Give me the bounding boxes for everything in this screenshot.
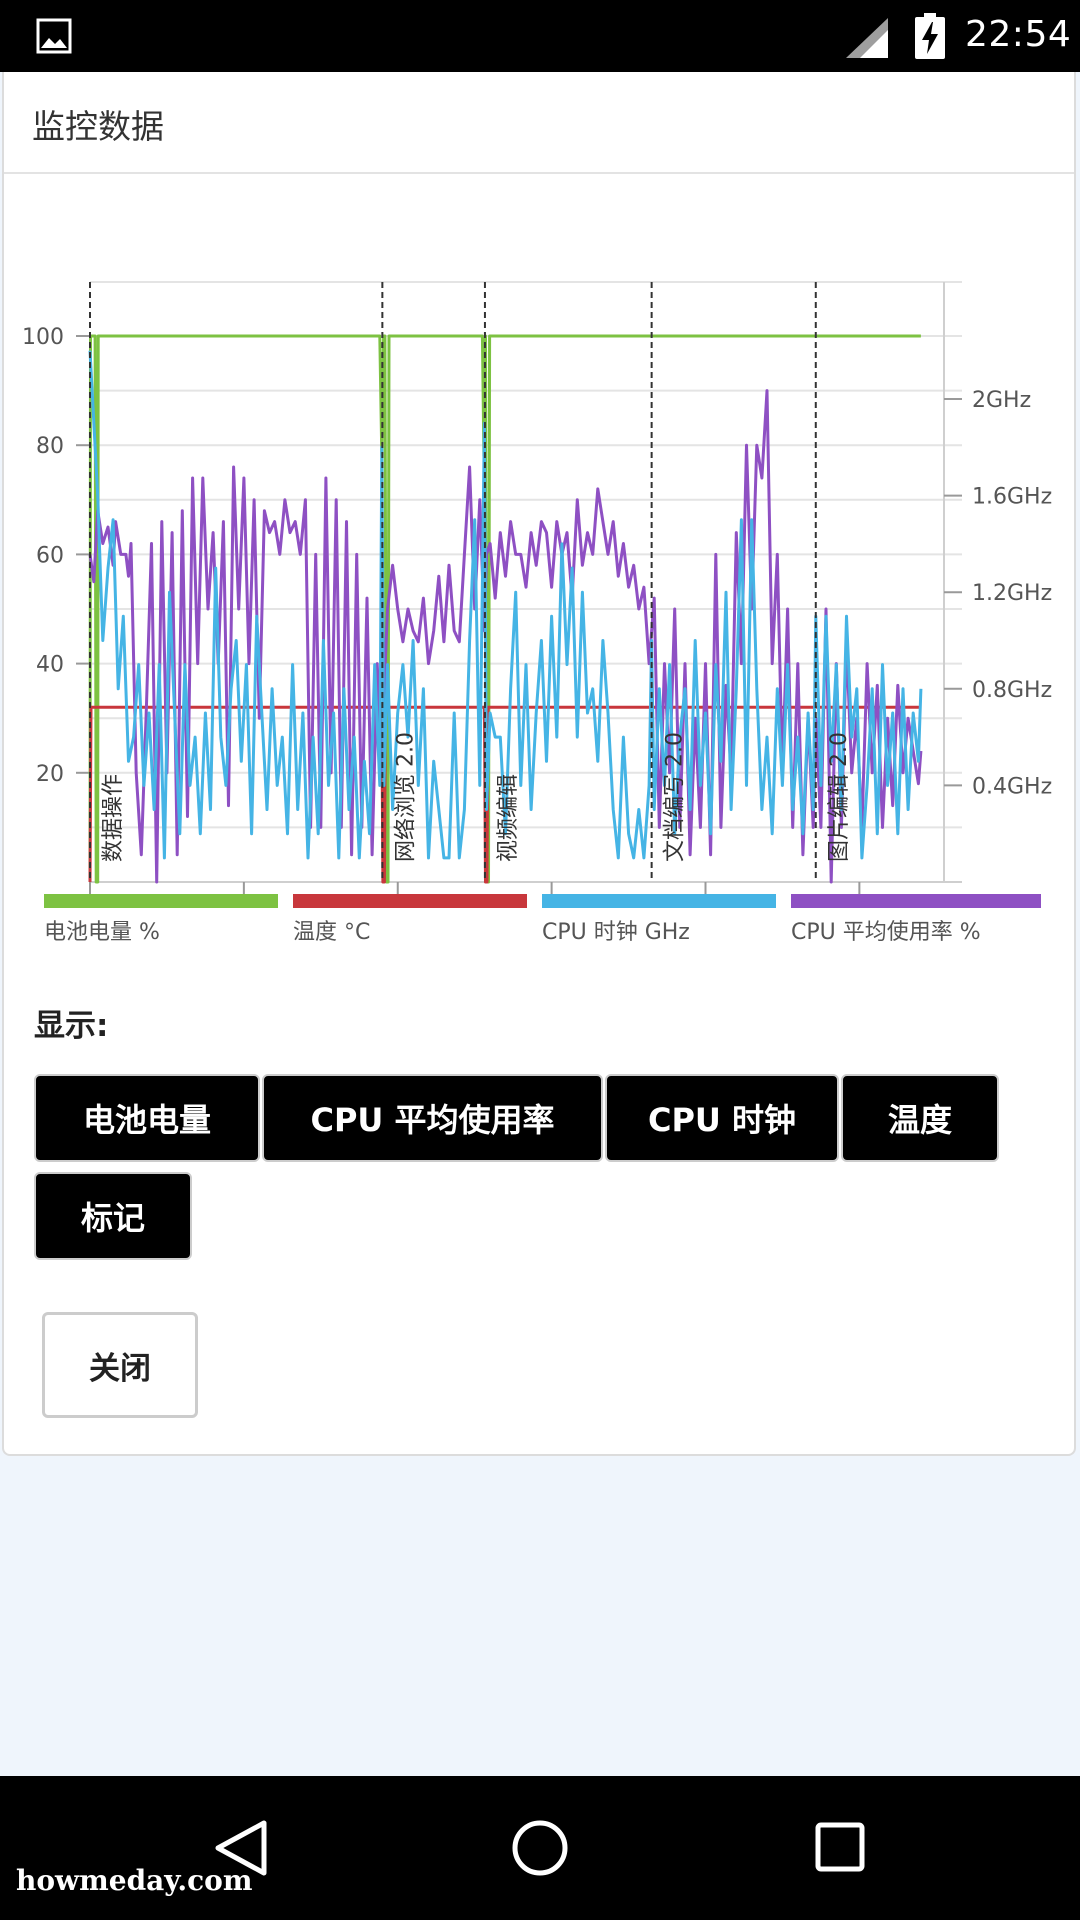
- clock: 22:54: [965, 14, 1072, 55]
- watermark: howmeday.com: [16, 1864, 253, 1897]
- y-left-tick-label: 60: [36, 543, 64, 568]
- y-right-tick-label: 0.8GHz: [972, 678, 1052, 703]
- toggle-temperature-button[interactable]: 温度: [841, 1074, 999, 1162]
- legend-label-cpu-clock: CPU 时钟 GHz: [542, 920, 690, 945]
- legend-label-battery: 电池电量 %: [44, 920, 160, 945]
- navigation-bar: [0, 1776, 1080, 1920]
- back-icon[interactable]: [212, 1818, 270, 1878]
- toggle-markers-button[interactable]: 标记: [34, 1172, 192, 1260]
- legend-swatch-cpu-clock: [542, 894, 776, 908]
- legend-item-temperature: 温度 °C: [293, 894, 527, 946]
- y-right-tick-label: 1.6GHz: [972, 485, 1052, 510]
- signal-icon: [846, 18, 888, 58]
- legend-swatch-temperature: [293, 894, 527, 908]
- y-left-tick-label: 40: [36, 653, 64, 678]
- legend-item-battery: 电池电量 %: [44, 894, 278, 946]
- legend-item-cpu-usage: CPU 平均使用率 %: [791, 894, 1041, 946]
- battery-charging-icon: [915, 13, 945, 59]
- card-title: 监控数据: [32, 107, 164, 146]
- toggle-cpu-usage-button[interactable]: CPU 平均使用率: [262, 1074, 603, 1162]
- toggle-battery-button[interactable]: 电池电量: [34, 1074, 260, 1162]
- marker-label: 网络浏览 2.0: [393, 732, 418, 862]
- recent-apps-icon[interactable]: [815, 1822, 865, 1872]
- marker-label: 视频编辑: [496, 774, 521, 862]
- toggle-cpu-clock-button[interactable]: CPU 时钟: [605, 1074, 839, 1162]
- y-left-tick-label: 80: [36, 434, 64, 459]
- y-left-tick-label: 100: [22, 325, 64, 350]
- status-bar: 22:54: [0, 0, 1080, 72]
- legend-item-cpu-clock: CPU 时钟 GHz: [542, 894, 776, 946]
- legend-swatch-battery: [44, 894, 278, 908]
- display-label: 显示:: [34, 1008, 109, 1044]
- legend-label-cpu-usage: CPU 平均使用率 %: [791, 920, 981, 945]
- y-right-tick-label: 0.4GHz: [972, 774, 1052, 799]
- chart-area: 100806040202GHz1.6GHz1.2GHz0.8GHz0.4GHz0…: [4, 174, 1074, 934]
- marker-label: 数据操作: [101, 774, 126, 862]
- legend: 电池电量 % 温度 °C CPU 时钟 GHz CPU 平均使用率 %: [44, 894, 1044, 954]
- close-button[interactable]: 关闭: [42, 1312, 198, 1418]
- marker-label: 文档编写 2.0: [663, 732, 688, 862]
- series-cpu-clock-line: [88, 350, 923, 860]
- home-icon[interactable]: [510, 1818, 570, 1878]
- legend-label-temperature: 温度 °C: [293, 920, 371, 945]
- card-header: 监控数据: [4, 72, 1074, 174]
- y-left-tick-label: 20: [36, 762, 64, 787]
- image-notification-icon: [36, 18, 72, 54]
- marker-label: 图片编辑 2.0: [827, 732, 852, 862]
- y-right-tick-label: 2GHz: [972, 388, 1031, 413]
- monitor-card: 监控数据 100 80 60 40 20 2GHz 1.6GHz 1.2GHz 0.8GHz 0.…: [2, 72, 1076, 1456]
- legend-swatch-cpu-usage: [791, 894, 1041, 908]
- y-right-tick-label: 1.2GHz: [972, 581, 1052, 606]
- monitor-chart: 100806040202GHz1.6GHz1.2GHz0.8GHz0.4GHz0…: [22, 281, 1052, 934]
